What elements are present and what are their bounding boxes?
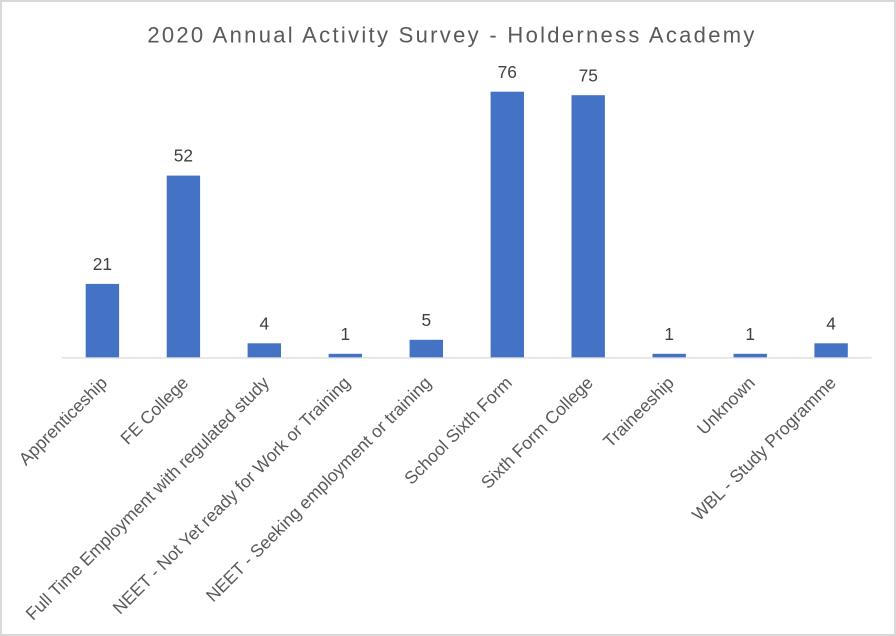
svg-text:1: 1 <box>745 324 755 344</box>
svg-text:21: 21 <box>93 254 112 274</box>
svg-text:2020 Annual Activity Survey -: 2020 Annual Activity Survey - Holderness… <box>147 23 756 48</box>
svg-text:76: 76 <box>498 62 517 82</box>
svg-text:5: 5 <box>421 310 431 330</box>
svg-text:75: 75 <box>579 65 598 85</box>
svg-text:4: 4 <box>826 313 836 333</box>
svg-text:52: 52 <box>174 146 193 166</box>
svg-text:1: 1 <box>340 324 350 344</box>
svg-text:1: 1 <box>664 324 674 344</box>
svg-text:4: 4 <box>259 313 269 333</box>
